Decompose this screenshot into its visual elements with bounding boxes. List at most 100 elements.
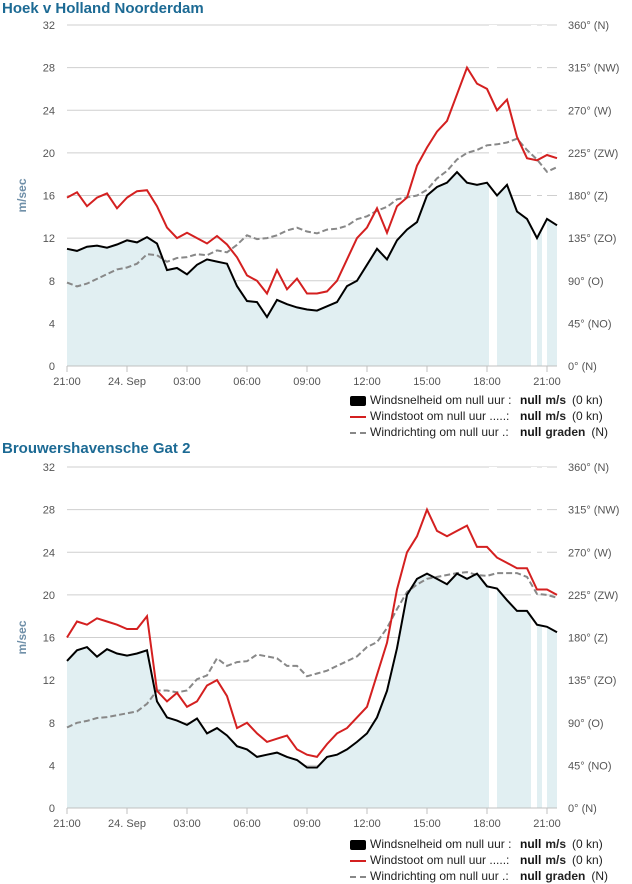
y-tick-label: 24 xyxy=(43,105,55,117)
y-tick-label: 20 xyxy=(43,590,55,602)
x-tick-label: 12:00 xyxy=(353,376,381,388)
y-axis-title: m/sec xyxy=(15,620,29,654)
wind-chart-bottom: 0 0° (N) 4 45° (NO) 8 90° (O) 12 135° (ZO) 16 180… xyxy=(15,462,619,830)
y2-tick-label: 0° (N) xyxy=(568,803,597,815)
legend-item-gust[interactable]: Windstoot om null uur .....: null m/s (0 kn… xyxy=(350,408,608,424)
speed-area xyxy=(67,573,557,808)
y2-tick-label: 135° (ZO) xyxy=(568,675,616,687)
legend-extra: (0 kn) xyxy=(572,409,603,423)
legend-bottom: Windsnelheid om null uur : null m/s (0 kn) W… xyxy=(350,836,608,884)
data-gap xyxy=(489,467,497,808)
direction-line xyxy=(66,137,558,288)
y2-tick-label: 315° (NW) xyxy=(568,63,619,75)
legend-item-direction[interactable]: Windrichting om null uur .: null graden (N) xyxy=(350,868,608,884)
legend-value: null xyxy=(520,869,542,883)
data-gap xyxy=(531,25,537,366)
y-tick-label: 32 xyxy=(43,462,55,474)
x-tick-label: 15:00 xyxy=(413,818,441,830)
speed-line xyxy=(66,572,558,769)
y-tick-label: 4 xyxy=(49,760,55,772)
y2-tick-label: 315° (NW) xyxy=(568,505,619,517)
legend-unit: graden xyxy=(545,425,586,439)
legend-value: null xyxy=(520,425,542,439)
legend-item-direction[interactable]: Windrichting om null uur .: null graden (N) xyxy=(350,424,608,440)
legend-unit: m/s xyxy=(545,853,567,867)
legend-unit: graden xyxy=(545,869,586,883)
wind-chart-top: 0 0° (N) 4 45° (NO) 8 90° (O) 12 135° (ZO) 16 180… xyxy=(15,20,619,388)
legend-label: Windstoot om null uur .....: xyxy=(370,853,510,867)
legend-unit: m/s xyxy=(545,409,567,423)
legend-extra: (N) xyxy=(591,425,609,439)
legend-label: Windsnelheid om null uur : xyxy=(370,837,512,851)
legend-extra: (0 kn) xyxy=(572,393,603,407)
y-tick-label: 0 xyxy=(49,361,55,373)
x-tick-label: 03:00 xyxy=(173,818,201,830)
y2-tick-label: 90° (O) xyxy=(568,276,604,288)
x-tick-label: 21:00 xyxy=(53,818,81,830)
data-gap xyxy=(542,25,547,366)
y-tick-label: 0 xyxy=(49,803,55,815)
legend-label: Windrichting om null uur .: xyxy=(370,869,509,883)
y-tick-label: 12 xyxy=(43,675,55,687)
chart-title-top: Hoek v Holland Noorderdam xyxy=(2,0,204,17)
legend-item-gust[interactable]: Windstoot om null uur .....: null m/s (0 kn… xyxy=(350,852,608,868)
legend-unit: m/s xyxy=(545,393,567,407)
y2-tick-label: 270° (W) xyxy=(568,105,612,117)
x-tick-label: 21:00 xyxy=(533,376,561,388)
y2-tick-label: 45° (NO) xyxy=(568,760,612,772)
x-tick-label: 12:00 xyxy=(353,818,381,830)
legend-label: Windrichting om null uur .: xyxy=(370,425,509,439)
legend-extra: (N) xyxy=(591,869,609,883)
y-tick-label: 16 xyxy=(43,191,55,203)
y-tick-label: 12 xyxy=(43,233,55,245)
speed-area xyxy=(67,172,557,366)
legend-item-speed[interactable]: Windsnelheid om null uur : null m/s (0 kn) xyxy=(350,392,608,408)
y-tick-label: 24 xyxy=(43,547,55,559)
legend-label: Windstoot om null uur .....: xyxy=(370,409,510,423)
legend-value: null xyxy=(520,853,542,867)
legend-swatch-speed xyxy=(350,839,366,850)
y-tick-label: 8 xyxy=(49,276,55,288)
y2-tick-label: 135° (ZO) xyxy=(568,233,616,245)
chart-title-bottom: Brouwershavensche Gat 2 xyxy=(2,440,191,457)
y2-tick-label: 360° (N) xyxy=(568,20,609,32)
y2-tick-label: 360° (N) xyxy=(568,462,609,474)
x-tick-label: 24. Sep xyxy=(108,376,146,388)
x-tick-label: 09:00 xyxy=(293,818,321,830)
y-axis-title: m/sec xyxy=(15,178,29,212)
x-tick-label: 18:00 xyxy=(473,376,501,388)
legend-top: Windsnelheid om null uur : null m/s (0 kn) W… xyxy=(350,392,608,440)
x-tick-label: 21:00 xyxy=(533,818,561,830)
y2-tick-label: 45° (NO) xyxy=(568,318,612,330)
y-tick-label: 8 xyxy=(49,718,55,730)
x-tick-label: 06:00 xyxy=(233,376,261,388)
legend-swatch-gust xyxy=(350,415,366,418)
legend-value: null xyxy=(520,393,542,407)
x-tick-label: 03:00 xyxy=(173,376,201,388)
y2-tick-label: 180° (Z) xyxy=(568,633,608,645)
data-gap xyxy=(489,25,497,366)
x-tick-label: 09:00 xyxy=(293,376,321,388)
y2-tick-label: 180° (Z) xyxy=(568,191,608,203)
legend-swatch-gust xyxy=(350,859,366,862)
y-tick-label: 28 xyxy=(43,505,55,517)
legend-value: null xyxy=(520,837,542,851)
legend-swatch-speed xyxy=(350,395,366,406)
gust-line xyxy=(66,65,558,296)
y2-tick-label: 225° (ZW) xyxy=(568,148,618,160)
x-tick-label: 15:00 xyxy=(413,376,441,388)
x-tick-label: 21:00 xyxy=(53,376,81,388)
legend-extra: (0 kn) xyxy=(572,853,603,867)
y2-tick-label: 270° (W) xyxy=(568,547,612,559)
legend-swatch-direction xyxy=(350,431,366,434)
y-tick-label: 20 xyxy=(43,148,55,160)
y2-tick-label: 225° (ZW) xyxy=(568,590,618,602)
legend-label: Windsnelheid om null uur : xyxy=(370,393,512,407)
legend-value: null xyxy=(520,409,542,423)
y2-tick-label: 90° (O) xyxy=(568,718,604,730)
y-tick-label: 32 xyxy=(43,20,55,32)
data-gap xyxy=(531,467,537,808)
speed-line xyxy=(66,170,558,319)
legend-extra: (0 kn) xyxy=(572,837,603,851)
legend-item-speed[interactable]: Windsnelheid om null uur : null m/s (0 kn) xyxy=(350,836,608,852)
